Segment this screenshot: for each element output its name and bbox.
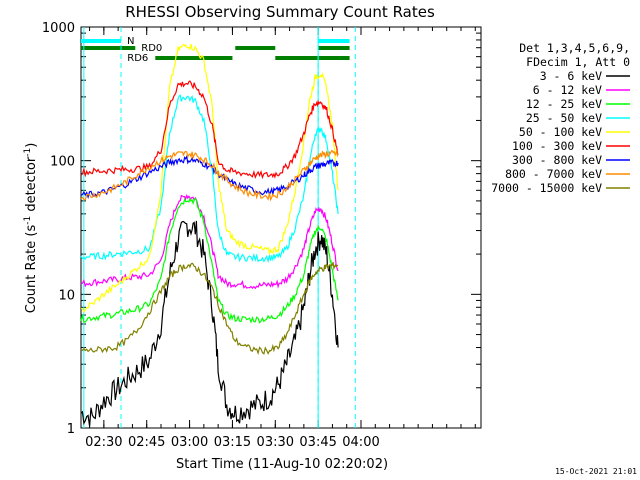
legend-label: 12 - 25 keV [526,97,602,111]
y-axis-label-end: ) [24,143,39,148]
y-axis-label: Count Rate (s-1 detector-1) [23,143,39,314]
series-line-0 [80,220,339,427]
plot-frame [80,26,482,429]
y-tick-label: 1 [67,422,75,437]
series-line-7 [80,149,339,202]
legend-label: 3 - 6 keV [540,69,602,83]
series-line-3 [80,94,339,264]
rd6-flag-label: RD6 [127,53,148,64]
legend-label: 50 - 100 keV [519,125,602,139]
legend-label: 25 - 50 keV [526,111,602,125]
legend-label: 6 - 12 keV [533,83,602,97]
series-line-2 [80,197,339,324]
x-tick-label: 03:15 [214,435,251,450]
y-axis-label-main: Count Rate (s [24,225,39,314]
series-line-8 [80,261,339,356]
rd0-flag-label: RD0 [141,43,162,54]
y-axis-label-sup1: -1 [23,216,33,225]
legend-header-1: Det 1,3,4,5,6,9, [519,41,630,55]
chart-title: RHESSI Observing Summary Count Rates [125,3,435,21]
y-tick-label: 100 [50,155,75,170]
x-tick-label: 02:30 [85,435,122,450]
x-tick-label: 03:45 [299,435,336,450]
x-tick-label: 02:45 [128,435,165,450]
x-tick-label: 03:30 [257,435,294,450]
legend-label: 7000 - 15000 keV [491,181,602,195]
x-axis-label: Start Time (11-Aug-10 02:20:02) [176,457,388,472]
y-axis-label-sup2: -1 [23,148,33,157]
x-tick-label: 03:00 [171,435,208,450]
timestamp: 15-Oct-2021 21:01 [555,467,637,476]
x-tick-label: 04:00 [342,435,379,450]
series-line-4 [80,43,339,313]
series-line-1 [80,193,339,290]
n-flag-label: N [127,36,134,47]
axis-ticks: 02:30 02:45 03:00 03:15 03:30 03:45 04:00 1 10 10… [42,21,481,450]
y-tick-label: 1000 [42,21,75,36]
series-line-6 [80,154,339,200]
series-layer [80,43,339,427]
legend-header-2: FDecim 1, Att 0 [526,55,630,69]
y-tick-label: 10 [58,288,75,303]
series-line-5 [80,80,339,180]
legend: Det 1,3,4,5,6,9, FDecim 1, Att 0 3 - 6 k… [491,41,630,195]
y-axis-label-mid: detector [24,156,39,216]
legend-label: 100 - 300 keV [512,139,602,153]
legend-label: 800 - 7000 keV [505,167,602,181]
legend-label: 300 - 800 keV [512,153,602,167]
